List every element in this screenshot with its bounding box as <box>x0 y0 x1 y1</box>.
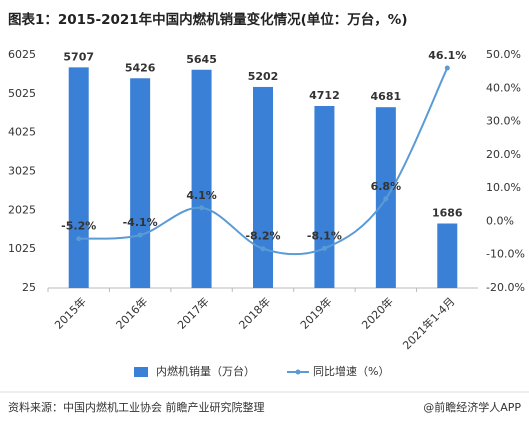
bar <box>314 105 335 289</box>
x-tick-label: 2019年 <box>297 294 334 331</box>
y2-tick-label: 50.0% <box>486 48 521 61</box>
line-value-label: 6.8% <box>371 180 402 193</box>
x-tick-label: 2020年 <box>359 294 396 331</box>
bar-value-label: 5707 <box>63 50 94 63</box>
line-value-label: -5.2% <box>61 220 96 233</box>
line-marker <box>76 236 82 242</box>
line-marker <box>137 232 143 238</box>
line-value-label: -8.2% <box>245 230 280 243</box>
y-tick-label: 2025 <box>8 203 36 216</box>
bar <box>437 223 458 288</box>
bar-value-label: 4681 <box>371 90 402 103</box>
line-value-label: -4.1% <box>123 216 158 229</box>
y2-tick-label: 10.0% <box>486 181 521 194</box>
y2-tick-label: 0.0% <box>486 214 514 227</box>
bar-value-label: 5426 <box>125 61 156 74</box>
line-value-label: 4.1% <box>186 189 217 202</box>
x-tick-label: 2016年 <box>113 294 150 331</box>
legend-swatch <box>295 369 301 375</box>
line <box>78 67 449 256</box>
line-marker <box>383 196 389 202</box>
y2-tick-label: 20.0% <box>486 148 521 161</box>
bar <box>253 86 273 288</box>
y2-tick-label: -20.0% <box>486 281 525 294</box>
y2-tick-label: 30.0% <box>486 115 521 128</box>
line-value-label: 46.1% <box>428 49 466 62</box>
line-marker <box>321 245 327 251</box>
line-marker <box>444 65 450 71</box>
bar-value-label: 4712 <box>309 89 340 102</box>
bar-value-label: 5645 <box>186 53 217 66</box>
y2-tick-label: -10.0% <box>486 248 525 261</box>
legend-label: 内燃机销量（万台） <box>156 364 255 378</box>
y-tick-label: 25 <box>22 281 36 294</box>
line-marker <box>260 246 266 252</box>
line-value-label: -8.1% <box>307 229 342 242</box>
y-tick-label: 5025 <box>8 87 36 100</box>
bar <box>130 78 151 288</box>
bar-value-label: 1686 <box>432 206 463 219</box>
y-tick-label: 4025 <box>8 126 36 139</box>
x-tick-label: 2017年 <box>174 294 211 331</box>
legend-swatch <box>134 367 148 377</box>
y2-tick-label: 40.0% <box>486 81 521 94</box>
x-tick-label: 2015年 <box>51 294 88 331</box>
y-tick-label: 3025 <box>8 165 36 178</box>
line-marker <box>199 205 205 211</box>
bar <box>191 69 212 288</box>
credit: @前瞻经济学人APP <box>423 400 521 414</box>
legend-label: 同比增速（%） <box>313 364 389 378</box>
y-tick-label: 1025 <box>8 242 36 255</box>
source: 资料来源：中国内燃机工业协会 前瞻产业研究院整理 <box>8 400 265 414</box>
chart-title: 图表1：2015-2021年中国内燃机销量变化情况(单位：万台，%) <box>8 11 408 28</box>
x-tick-label: 2021年1-4月 <box>400 294 458 352</box>
y-tick-label: 6025 <box>8 48 36 61</box>
x-tick-label: 2018年 <box>236 294 273 331</box>
bar-value-label: 5202 <box>248 70 279 83</box>
bar <box>68 67 89 288</box>
